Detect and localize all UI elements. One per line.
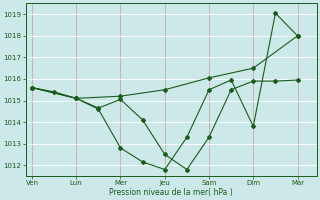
X-axis label: Pression niveau de la mer( hPa ): Pression niveau de la mer( hPa ) — [109, 188, 233, 197]
